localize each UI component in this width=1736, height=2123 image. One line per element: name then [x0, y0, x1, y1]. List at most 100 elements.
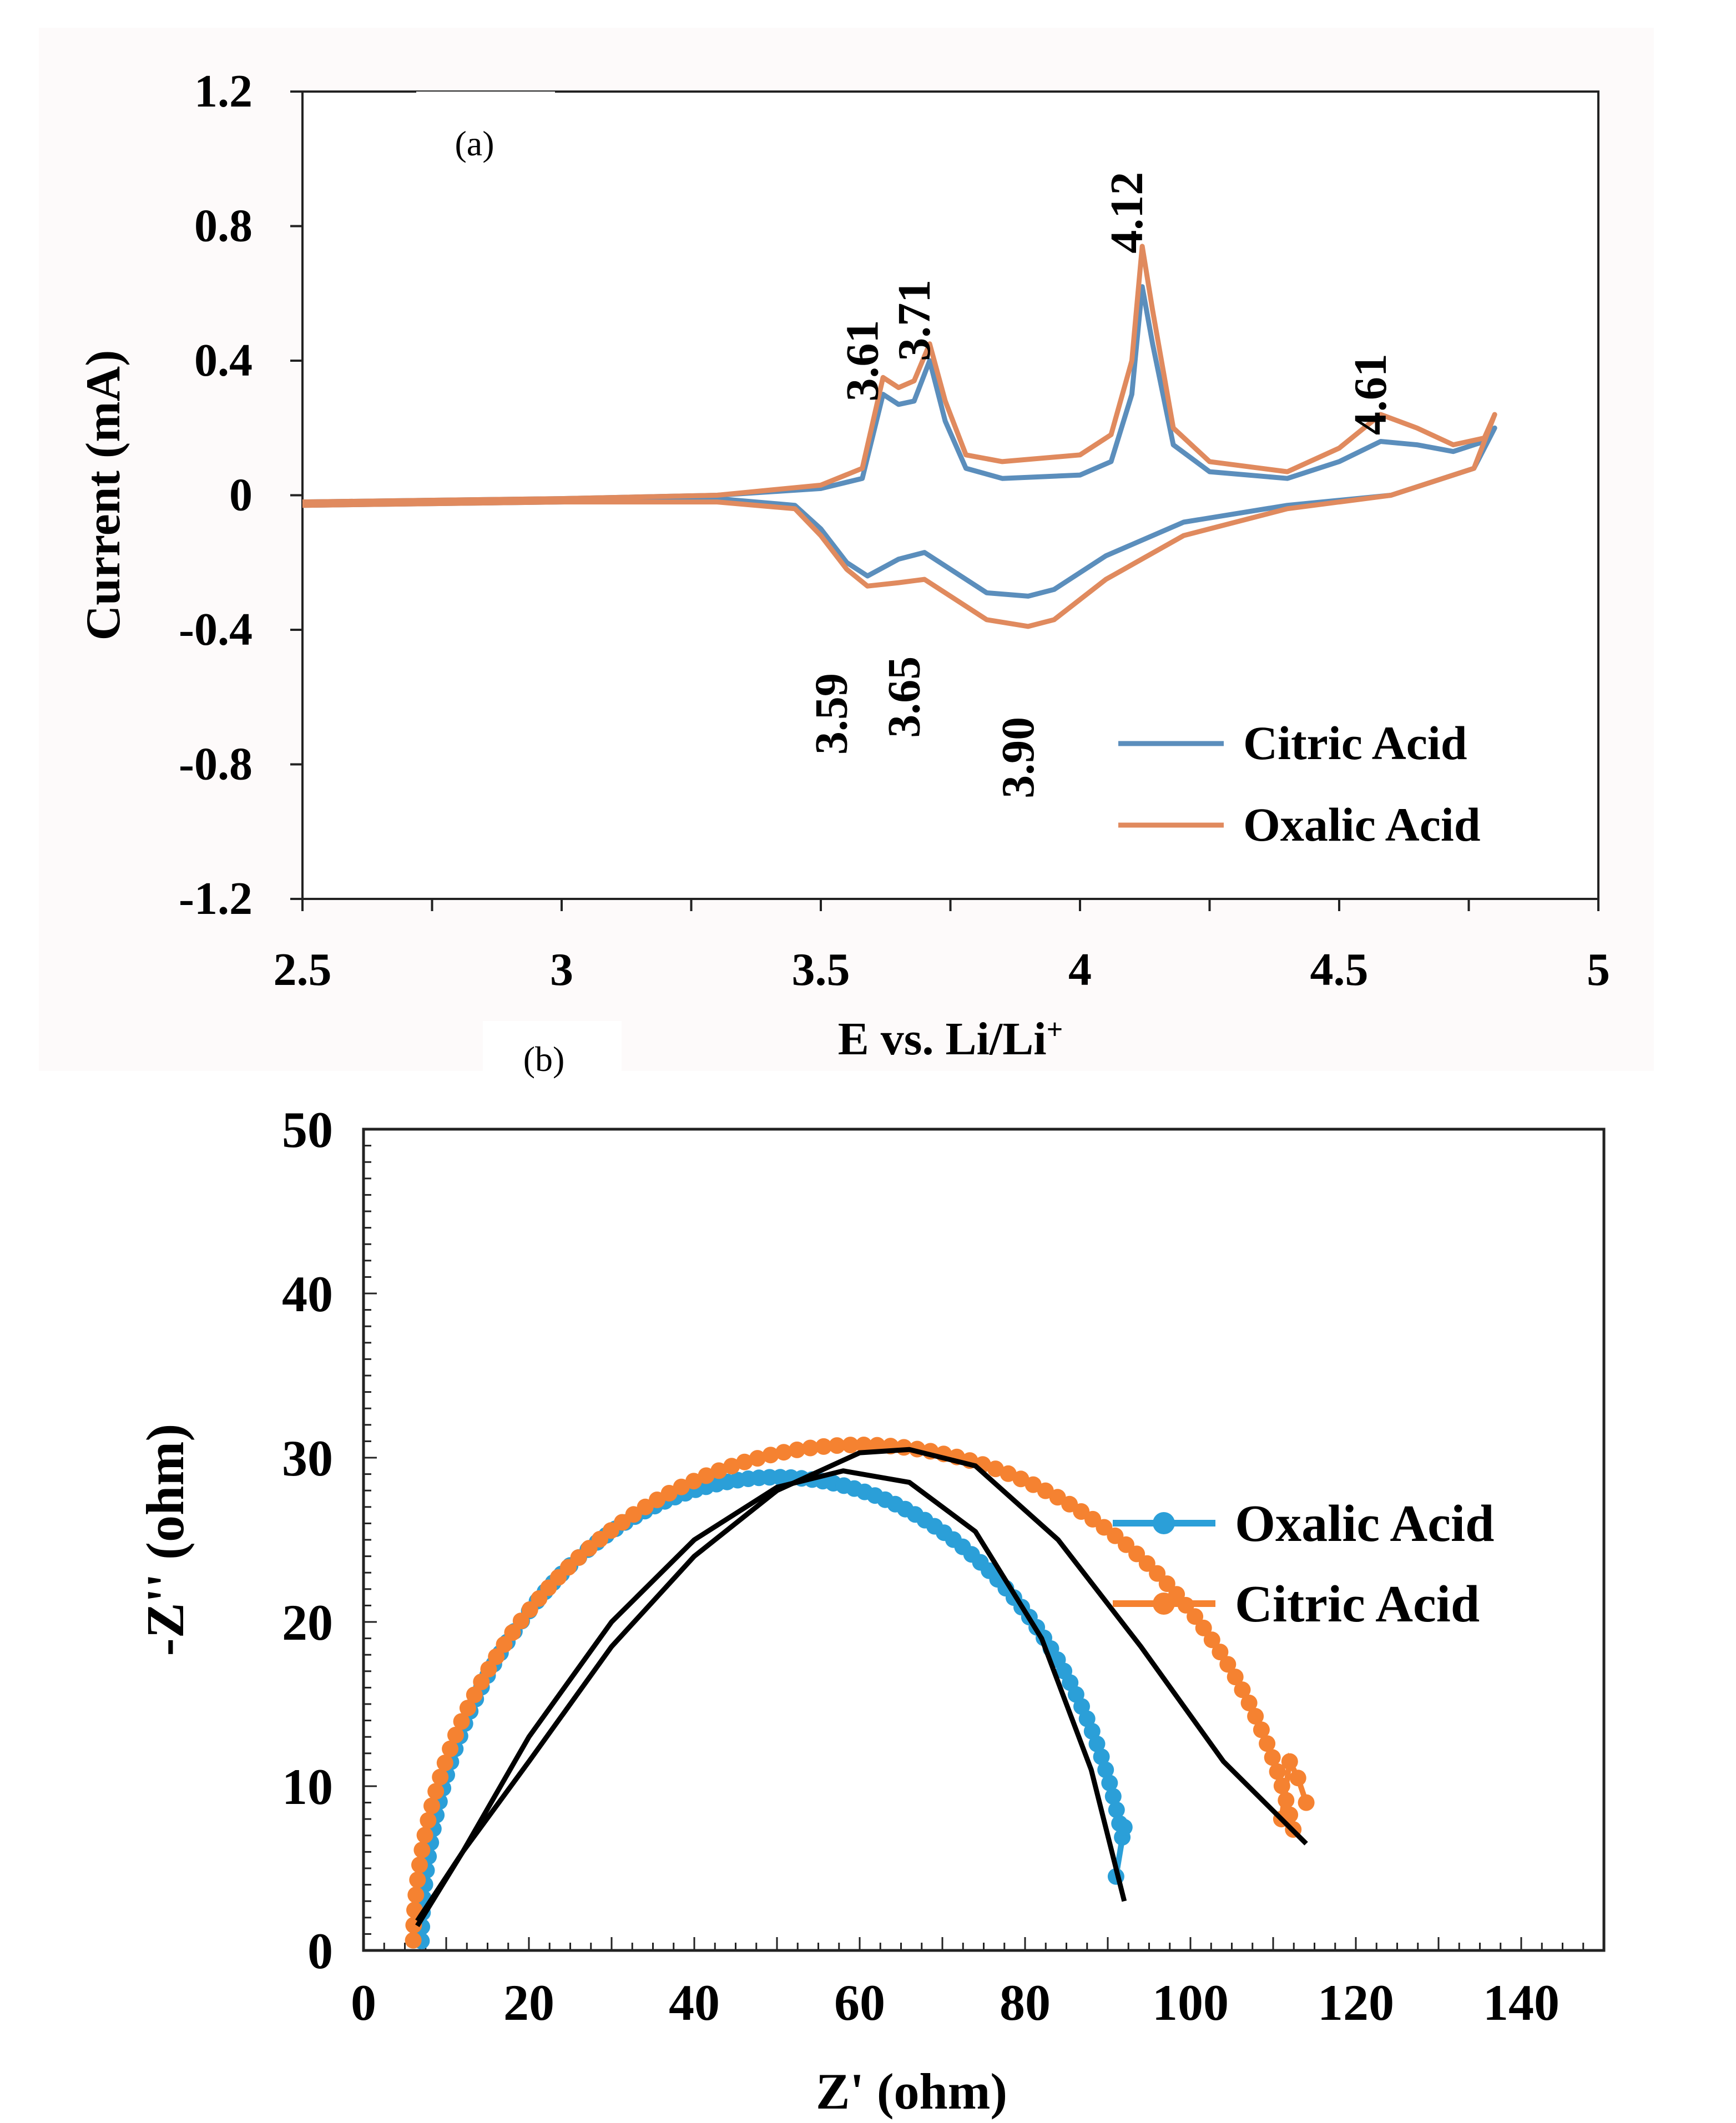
eis-fit-curve [415, 1447, 1308, 1923]
eis-data-point-citric-acid [459, 1700, 476, 1717]
cv-y-axis-title: Current (mA) [77, 350, 130, 641]
eis-data-point-citric-acid [723, 1458, 740, 1475]
eis-data-point-citric-acid [789, 1441, 806, 1458]
eis-plot-area [362, 1128, 1606, 1952]
eis-data-point-citric-acid [504, 1624, 521, 1641]
eis-data-point-citric-acid [775, 1444, 793, 1461]
eis-data-point-citric-acid [480, 1661, 497, 1678]
eis-data-point-citric-acid [1240, 1695, 1258, 1711]
eis-x-tick-label: 120 [1318, 1974, 1394, 2031]
eis-data-point-citric-acid [427, 1783, 445, 1800]
eis-data-point-citric-acid [1012, 1470, 1030, 1488]
cv-x-axis-title-sup: + [1047, 1014, 1063, 1045]
cv-peak-label: 4.61 [1345, 353, 1396, 435]
cv-peak-label: 3.59 [806, 673, 857, 755]
cv-plot-area [301, 90, 1599, 900]
eis-y-tick-label: 40 [282, 1266, 333, 1322]
cv-x-axis-title-main: E vs. Li/Li [838, 1013, 1047, 1065]
cv-panel-label-box [416, 92, 555, 189]
eis-x-tick-label: 0 [351, 1974, 376, 2031]
eis-data-point-citric-acid [1247, 1708, 1264, 1725]
eis-data-point-citric-acid [423, 1797, 440, 1814]
eis-data-point-citric-acid [842, 1437, 859, 1454]
eis-data-point-citric-acid [1227, 1669, 1244, 1686]
eis-data-point-citric-acid [698, 1467, 715, 1484]
eis-data-point-citric-acid [409, 1871, 426, 1888]
eis-data-point-citric-acid [521, 1601, 538, 1618]
eis-data-point-citric-acid [496, 1636, 513, 1653]
cv-y-tick-label: -0.8 [179, 739, 253, 790]
eis-data-point-citric-acid [442, 1740, 459, 1757]
cv-y-tick-label: 1.2 [194, 65, 253, 117]
eis-data-point-citric-acid [1281, 1753, 1298, 1770]
eis-x-tick-label: 60 [834, 1974, 885, 2031]
eis-data-point-citric-acid [855, 1437, 872, 1453]
cv-x-tick-label: 4.5 [1310, 944, 1369, 995]
eis-data-point-citric-acid [416, 1827, 433, 1844]
eis-data-point-oxalic-acid [1083, 1723, 1101, 1740]
eis-panel-label-box [483, 1021, 622, 1082]
eis-x-tick-label: 140 [1483, 1974, 1560, 2031]
cv-peak-label: 3.71 [889, 280, 940, 361]
cv-y-tick-label: 0.8 [194, 200, 253, 252]
eis-data-point-citric-acid [512, 1613, 529, 1630]
eis-y-tick-label: 10 [282, 1758, 333, 1815]
eis-data-point-oxalic-acid [1093, 1748, 1110, 1765]
eis-data-point-citric-acid [1000, 1465, 1017, 1482]
eis-data-point-citric-acid [1212, 1644, 1229, 1661]
eis-data-point-citric-acid [1025, 1476, 1042, 1493]
eis-data-point-citric-acid [1273, 1777, 1290, 1795]
cv-peak-label: 4.12 [1101, 172, 1153, 254]
eis-data-point-citric-acid [815, 1438, 832, 1455]
eis-data-point-citric-acid [1195, 1619, 1212, 1636]
eis-data-point-citric-acid [762, 1447, 779, 1464]
cv-peak-label: 3.61 [837, 320, 889, 402]
eis-data-point-citric-acid [531, 1590, 548, 1607]
eis-data-point-citric-acid [1149, 1565, 1166, 1582]
eis-data-point-citric-acid [1259, 1735, 1276, 1752]
eis-data-point-citric-acid [411, 1856, 428, 1873]
cv-peak-label: 3.90 [992, 717, 1044, 798]
eis-data-point-citric-acid [1264, 1749, 1281, 1766]
cv-legend-label: Oxalic Acid [1243, 798, 1481, 851]
eis-data-point-citric-acid [432, 1768, 449, 1786]
cv-series-line-oxalic-acid [302, 244, 1497, 629]
eis-data-point-citric-acid [673, 1478, 690, 1495]
eis-data-point-citric-acid [420, 1812, 437, 1829]
eis-y-tick-label: 20 [282, 1594, 333, 1651]
eis-x-axis-title: Z' (ohm) [816, 2063, 1007, 2120]
eis-data-point-oxalic-acid [1078, 1710, 1096, 1727]
eis-data-point-citric-acid [987, 1460, 1004, 1478]
eis-data-point-citric-acid [466, 1686, 483, 1704]
eis-legend-label: Oxalic Acid [1235, 1495, 1494, 1553]
eis-data-point-citric-acid [1219, 1656, 1237, 1673]
cv-series-line-citric-acid [302, 284, 1497, 599]
eis-data-point-oxalic-acid [1101, 1775, 1118, 1792]
cv-legend-label: Citric Acid [1243, 716, 1467, 770]
eis-data-point-oxalic-acid [1097, 1761, 1114, 1778]
eis-data-point-citric-acid [1289, 1770, 1306, 1787]
cv-chart: (a) 1.2 0.8 0.4 0 -0.4 -0.8 -1.2 2.5 3 3.5 4 4.5 5 E v… [77, 65, 1610, 1082]
eis-data-point-citric-acid [1269, 1763, 1286, 1780]
cv-y-tick-label: -1.2 [179, 873, 253, 924]
eis-data-point-citric-acid [1203, 1631, 1220, 1649]
eis-data-point-citric-acid [1253, 1721, 1270, 1738]
eis-data-point-citric-acid [829, 1437, 846, 1454]
eis-data-point-citric-acid [685, 1473, 702, 1490]
eis-x-tick-label: 100 [1152, 1974, 1229, 2031]
cv-x-tick-label: 2.5 [274, 944, 332, 995]
cv-y-tick-label: 0 [229, 469, 253, 521]
eis-data-point-oxalic-acid [1116, 1819, 1133, 1836]
eis-data-point-citric-acid [1278, 1792, 1295, 1809]
eis-panel-label: (b) [523, 1039, 565, 1079]
eis-data-point-citric-acid [1187, 1608, 1204, 1625]
eis-data-point-citric-acid [473, 1674, 490, 1690]
eis-data-point-citric-acid [802, 1439, 819, 1457]
eis-data-point-citric-acid [453, 1713, 470, 1730]
cv-x-tick-label: 4 [1068, 944, 1092, 995]
eis-y-axis-title: -Z'' (ohm) [135, 1424, 195, 1656]
eis-data-point-citric-acid [1158, 1575, 1175, 1593]
eis-data-point-citric-acid [436, 1755, 453, 1772]
eis-legend-marker [1153, 1593, 1175, 1615]
